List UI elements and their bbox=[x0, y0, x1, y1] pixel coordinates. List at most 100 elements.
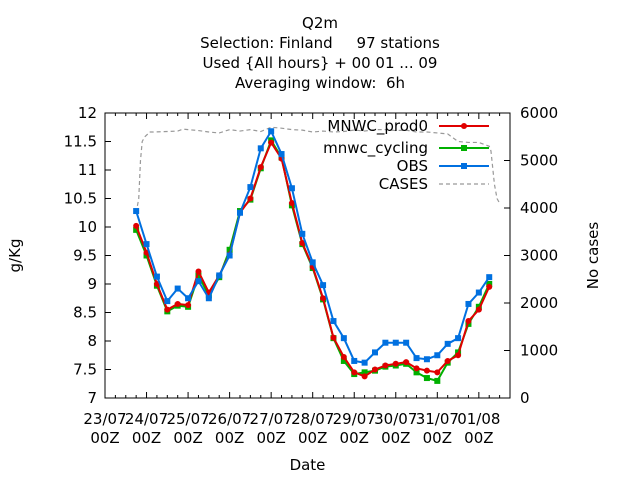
data-point bbox=[423, 375, 430, 382]
data-point bbox=[288, 185, 295, 192]
x-tick-label-date: 25/07 bbox=[166, 410, 209, 428]
data-point bbox=[309, 259, 316, 266]
data-point bbox=[351, 369, 358, 376]
data-point bbox=[423, 367, 430, 374]
data-point bbox=[247, 184, 254, 191]
data-point bbox=[444, 357, 451, 364]
data-point bbox=[237, 209, 243, 216]
y2-tick-label: 5000 bbox=[520, 152, 558, 170]
data-point bbox=[455, 335, 462, 342]
x-tick-label-hour: 00Z bbox=[173, 429, 202, 447]
legend-label: OBS bbox=[397, 157, 428, 175]
data-point bbox=[372, 366, 378, 373]
y2-tick-label: 4000 bbox=[520, 199, 558, 217]
chart-title: Q2m bbox=[302, 14, 338, 32]
data-point bbox=[361, 369, 368, 376]
data-point bbox=[392, 339, 399, 346]
data-point bbox=[195, 272, 202, 279]
data-point bbox=[340, 357, 347, 364]
data-point bbox=[486, 283, 493, 290]
x-axis-label: Date bbox=[290, 456, 326, 474]
x-tick-label-hour: 00Z bbox=[423, 429, 452, 447]
data-point bbox=[465, 300, 472, 307]
data-point bbox=[455, 352, 462, 359]
data-point bbox=[143, 241, 150, 248]
data-point bbox=[413, 365, 420, 372]
data-point bbox=[195, 268, 202, 275]
y-tick-label: 11 bbox=[78, 161, 97, 179]
data-point bbox=[361, 359, 368, 366]
y2-tick-label: 1000 bbox=[520, 342, 558, 360]
data-point bbox=[174, 300, 181, 307]
data-point bbox=[164, 306, 171, 313]
y-tick-label: 10.5 bbox=[64, 190, 97, 208]
data-point bbox=[268, 128, 275, 135]
series-layer bbox=[133, 126, 501, 384]
legend-label: MNWC_prod0 bbox=[327, 117, 428, 136]
data-point bbox=[403, 339, 410, 346]
y-tick-label: 7 bbox=[87, 389, 97, 407]
data-point bbox=[330, 334, 337, 341]
data-point bbox=[205, 295, 212, 302]
x-tick-label-hour: 00Z bbox=[298, 429, 327, 447]
y-tick-label: 11.5 bbox=[64, 133, 97, 151]
data-point bbox=[185, 295, 192, 302]
series-cases bbox=[135, 126, 501, 213]
data-point bbox=[392, 360, 399, 367]
data-point bbox=[475, 306, 482, 313]
data-point bbox=[340, 353, 347, 360]
x-tick-label-date: 23/07 bbox=[83, 410, 126, 428]
data-point bbox=[299, 239, 306, 246]
data-point bbox=[164, 298, 171, 305]
y-tick-label: 8 bbox=[87, 332, 97, 350]
y-axis-label: g/Kg bbox=[6, 239, 24, 273]
chart-subtitle-window: Averaging window: 6h bbox=[234, 74, 406, 92]
legend-marker bbox=[461, 145, 467, 151]
data-point bbox=[434, 352, 441, 359]
data-point bbox=[382, 339, 389, 346]
x-tick-label-hour: 00Z bbox=[132, 429, 161, 447]
data-point bbox=[133, 208, 140, 215]
x-tick-label-hour: 00Z bbox=[90, 429, 119, 447]
data-point bbox=[423, 356, 430, 363]
data-point bbox=[330, 318, 337, 325]
x-tick-label-date: 30/07 bbox=[374, 410, 417, 428]
data-point bbox=[340, 335, 347, 342]
chart-subtitle-used: Used {All hours} + 00 01 ... 09 bbox=[202, 54, 438, 72]
legend-label: CASES bbox=[379, 175, 428, 193]
x-tick-label-hour: 00Z bbox=[464, 429, 493, 447]
series-mnwc-prod0 bbox=[133, 139, 493, 380]
axis-layer: 7 7.5 8 8.5 9 9.5 10 10.5 11 11.5 12 0 1000 2000 3000 4… bbox=[64, 104, 559, 447]
x-tick-label-date: 24/07 bbox=[125, 410, 168, 428]
x-tick-label-hour: 00Z bbox=[340, 429, 369, 447]
data-point bbox=[403, 359, 410, 366]
y-tick-label: 10 bbox=[78, 218, 97, 236]
data-point bbox=[288, 200, 295, 207]
x-tick-label-date: 01/08 bbox=[457, 410, 500, 428]
x-tick-label-date: 29/07 bbox=[333, 410, 376, 428]
y2-tick-label: 6000 bbox=[520, 104, 558, 122]
y2-axis-label: No cases bbox=[584, 222, 602, 290]
data-point bbox=[351, 357, 358, 364]
data-point bbox=[465, 318, 472, 325]
y-tick-label: 9.5 bbox=[73, 247, 97, 265]
y2-tick-label: 2000 bbox=[520, 294, 558, 312]
x-tick-label-date: 28/07 bbox=[291, 410, 334, 428]
data-point bbox=[174, 285, 181, 292]
data-point bbox=[372, 349, 378, 356]
y2-tick-label: 3000 bbox=[520, 247, 558, 265]
data-point bbox=[361, 373, 368, 380]
data-point bbox=[133, 226, 140, 233]
y-tick-label: 12 bbox=[78, 104, 97, 122]
x-tick-label-hour: 00Z bbox=[256, 429, 285, 447]
x-tick-label-hour: 00Z bbox=[381, 429, 410, 447]
x-tick-label-hour: 00Z bbox=[215, 429, 244, 447]
data-point bbox=[434, 377, 441, 384]
data-point bbox=[382, 362, 389, 369]
data-point bbox=[486, 274, 493, 281]
x-tick-label-date: 26/07 bbox=[208, 410, 251, 428]
data-point bbox=[444, 340, 451, 347]
series-obs bbox=[133, 128, 493, 366]
cases-line bbox=[135, 126, 501, 213]
